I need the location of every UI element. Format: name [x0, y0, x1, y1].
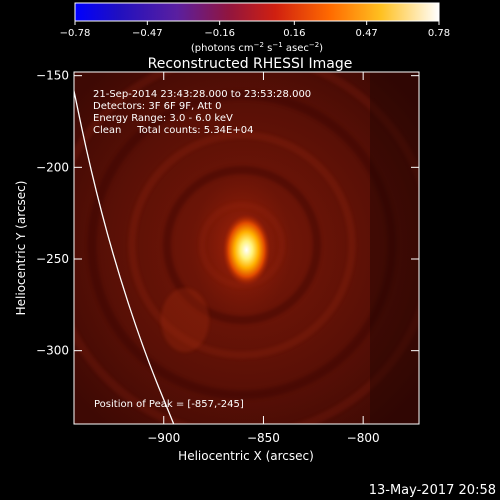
y-tick-label-3: −300: [36, 344, 69, 358]
colorbar-tick-label-3: 0.16: [283, 28, 305, 39]
colorbar-gradient: [74, 2, 440, 22]
colorbar-unit-part-3: −1: [272, 41, 282, 49]
chart-title: Reconstructed RHESSI Image: [148, 56, 353, 72]
colorbar-unit-part-5: −2: [309, 41, 319, 49]
info-line-clean: Clean Total counts: 5.34E+04: [93, 125, 253, 136]
colorbar-unit-part-4: asec: [283, 43, 309, 54]
y-axis-title: Heliocentric Y (arcsec): [14, 181, 28, 316]
observation-info: 21-Sep-2014 23:43:28.000 to 23:53:28.000…: [93, 89, 311, 136]
x-axis-ticks: [163, 72, 364, 424]
solar-limb: [74, 87, 175, 424]
x-tick-label-2: −800: [347, 431, 380, 445]
heatmap-dark-edge: [370, 72, 419, 424]
y-tick-label-2: −250: [36, 252, 69, 266]
x-tick-label-1: −850: [247, 431, 280, 445]
colorbar-ticks: [74, 21, 440, 25]
peak-position-label: Position of Peak = [-857,-245]: [94, 399, 244, 410]
colorbar-unit-part-2: s: [264, 43, 272, 54]
x-axis-tick-labels: −900 −850 −800: [147, 431, 379, 445]
y-axis-tick-labels: −150 −200 −250 −300: [36, 69, 69, 358]
info-line-energy: Energy Range: 3.0 - 6.0 keV: [93, 113, 233, 124]
plot-frame: [73, 71, 420, 425]
colorbar-tick-label-2: −0.16: [204, 28, 235, 39]
info-line-detectors: Detectors: 3F 6F 9F, Att 0: [93, 101, 221, 112]
colorbar-unit-part-1: −2: [254, 41, 264, 49]
colorbar-unit-label: (photons cm−2 s−1 asec−2): [191, 41, 323, 54]
peak-source: [222, 213, 271, 286]
plot-area: [74, 72, 419, 424]
y-tick-label-1: −200: [36, 160, 69, 174]
footer-date: 13-May-2017 20:58: [369, 483, 496, 498]
colorbar-tick-label-5: 0.78: [428, 28, 450, 39]
x-axis-title: Heliocentric X (arcsec): [178, 449, 314, 463]
source-tail: [161, 288, 209, 352]
colorbar-tick-label-0: −0.78: [60, 28, 91, 39]
y-axis-ticks: [74, 75, 419, 352]
info-line-time: 21-Sep-2014 23:43:28.000 to 23:53:28.000: [93, 89, 311, 100]
colorbar-unit-part-0: (photons cm: [191, 43, 254, 54]
colorbar-tick-label-4: 0.47: [356, 28, 378, 39]
x-tick-label-0: −900: [147, 431, 180, 445]
colorbar: −0.78 −0.47 −0.16 0.16 0.47 0.78 (photons cm−…: [60, 2, 450, 54]
colorbar-unit-part-6: ): [319, 43, 323, 54]
colorbar-tick-labels: −0.78 −0.47 −0.16 0.16 0.47 0.78: [60, 28, 450, 39]
y-tick-label-0: −150: [36, 69, 69, 83]
colorbar-tick-label-1: −0.47: [132, 28, 163, 39]
